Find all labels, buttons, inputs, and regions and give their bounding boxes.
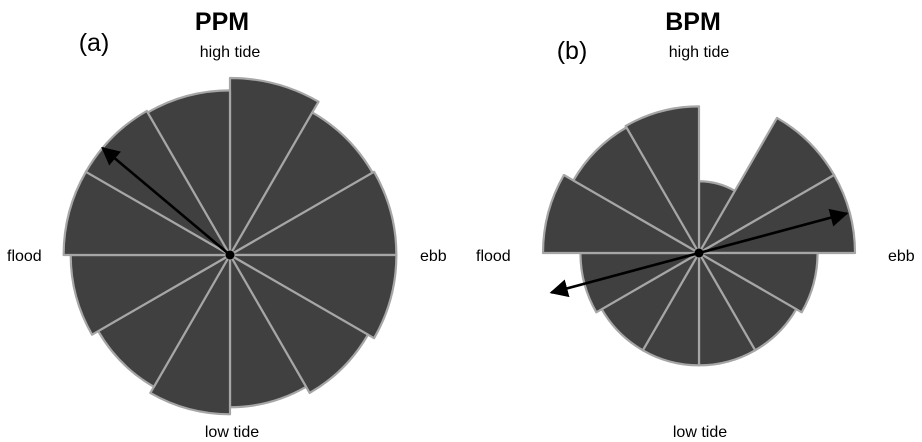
label-bottom-ppm: low tide [205,424,259,441]
rose-sector-ppm-1 [228,76,320,257]
panel-label-b: (b) [557,37,588,65]
rose-sector-ppm-5 [228,253,370,395]
panel-label-a: (a) [79,29,110,57]
center-point-ppm [225,250,235,260]
label-left-bpm: flood [476,248,511,265]
label-left-ppm: flood [7,248,42,265]
rose-sector-ppm-2 [228,111,374,257]
mean-direction-arrow-ppm [101,146,231,256]
rose-sectors-bpm [541,105,857,367]
label-top-ppm: high tide [200,44,261,61]
label-bottom-bpm: low tide [673,424,727,441]
chart-title-bpm: BPM [665,8,721,36]
panel-ppm: PPM (a) high tide ebb low tide flood [7,8,447,441]
center-point-bpm [694,248,704,258]
chart-title-ppm: PPM [195,8,249,36]
rose-sector-ppm-4 [228,253,398,340]
rose-sector-ppm-7 [149,253,232,416]
label-right-bpm: ebb [888,248,915,265]
rose-sectors-ppm [62,76,398,416]
panel-bpm: BPM (b) high tide ebb low tide flood [476,8,915,441]
label-right-ppm: ebb [420,248,447,265]
rose-sector-ppm-10 [62,170,232,257]
label-top-bpm: high tide [669,44,730,61]
rose-sector-ppm-11 [84,109,232,257]
rose-sector-ppm-12 [146,89,232,257]
rose-sector-ppm-3 [228,170,398,257]
